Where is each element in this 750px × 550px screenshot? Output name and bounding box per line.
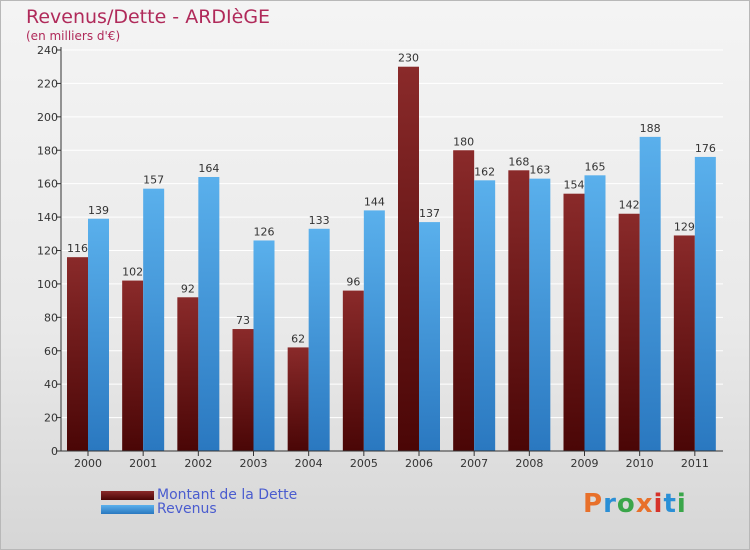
legend-item-revenus: Revenus <box>101 501 217 517</box>
bar-dette <box>673 235 695 451</box>
logo-letter: i <box>676 489 687 519</box>
y-tick-label: 140 <box>37 211 58 224</box>
bar-dette <box>287 347 309 451</box>
proxiti-logo: Proxiti <box>583 489 687 519</box>
data-label-revenus: 157 <box>143 174 164 187</box>
y-tick-label: 200 <box>37 111 58 124</box>
bar-dette <box>122 280 144 451</box>
logo-letter: t <box>663 489 677 519</box>
x-tick-label: 2000 <box>74 457 102 470</box>
data-label-revenus: 139 <box>88 204 109 217</box>
chart-subtitle: (en milliers d'€) <box>26 29 121 43</box>
data-label-revenus: 163 <box>529 164 550 177</box>
y-tick-label: 0 <box>51 445 58 458</box>
data-label-revenus: 137 <box>419 207 440 220</box>
data-label-revenus: 165 <box>585 160 606 173</box>
x-tick-label: 2003 <box>240 457 268 470</box>
bar-revenus <box>694 156 716 451</box>
data-label-revenus: 126 <box>254 225 275 238</box>
bar-dette <box>232 329 254 451</box>
bar-dette <box>398 66 419 451</box>
data-label-dette: 180 <box>453 135 474 148</box>
bar-dette <box>67 257 88 451</box>
legend-label-dette: Montant de la Dette <box>157 487 298 503</box>
bar-dette <box>563 193 585 452</box>
logo-letter: x <box>635 489 654 519</box>
bar-revenus <box>253 240 275 451</box>
data-label-dette: 129 <box>674 220 695 233</box>
bar-revenus <box>198 176 220 451</box>
bar-revenus <box>143 188 165 451</box>
x-tick-label: 2011 <box>681 457 709 470</box>
x-tick-label: 2008 <box>515 457 543 470</box>
data-label-revenus: 133 <box>309 214 330 227</box>
x-tick-label: 2002 <box>184 457 212 470</box>
data-label-dette: 230 <box>398 52 419 65</box>
x-tick-label: 2004 <box>295 457 323 470</box>
axes <box>56 47 723 456</box>
logo-letter: o <box>616 489 636 519</box>
grid-lines <box>61 49 723 452</box>
bar-revenus <box>363 210 385 451</box>
data-label-revenus: 162 <box>474 165 495 178</box>
bar-dette <box>508 170 530 452</box>
x-tick-label: 2005 <box>350 457 378 470</box>
bar-revenus <box>474 180 496 451</box>
y-tick-label: 100 <box>37 278 58 291</box>
bar-revenus <box>419 222 440 451</box>
y-tick-label: 120 <box>37 245 58 258</box>
y-tick-label: 160 <box>37 178 58 191</box>
bars <box>67 66 716 452</box>
y-tick-label: 20 <box>44 412 58 425</box>
bar-dette <box>618 213 640 451</box>
bar-revenus <box>308 228 330 451</box>
logo-letter: r <box>603 489 617 519</box>
bar-revenus <box>529 178 551 451</box>
data-label-dette: 154 <box>564 179 585 192</box>
x-tick-label: 2006 <box>405 457 433 470</box>
data-label-dette: 73 <box>236 314 250 327</box>
y-tick-label: 40 <box>44 378 58 391</box>
logo-letter: P <box>583 489 604 519</box>
y-tick-label: 80 <box>44 311 58 324</box>
y-tick-label: 220 <box>37 77 58 90</box>
labels: 0 20 40 60 80 100 120 140 160 180 200 220 240 116 139 2… <box>37 44 716 470</box>
bar-revenus <box>88 218 109 451</box>
x-tick-label: 2009 <box>571 457 599 470</box>
data-label-dette: 62 <box>291 332 305 345</box>
bar-dette <box>453 150 475 451</box>
x-tick-label: 2010 <box>626 457 654 470</box>
y-tick-label: 240 <box>37 44 58 57</box>
data-label-dette: 96 <box>346 276 360 289</box>
data-label-dette: 142 <box>619 199 640 212</box>
x-tick-label: 2001 <box>129 457 157 470</box>
bar-dette <box>342 290 364 451</box>
y-tick-label: 60 <box>44 345 58 358</box>
logo-letter: i <box>653 489 664 519</box>
data-label-revenus: 176 <box>695 142 716 155</box>
data-label-revenus: 188 <box>640 122 661 135</box>
bar-revenus <box>584 175 606 451</box>
data-label-dette: 116 <box>67 242 88 255</box>
data-label-dette: 168 <box>508 155 529 168</box>
data-label-dette: 102 <box>122 266 143 279</box>
y-tick-label: 180 <box>37 144 58 157</box>
legend-swatch-revenus <box>101 504 154 514</box>
bar-dette <box>177 297 199 451</box>
data-label-revenus: 164 <box>198 162 219 175</box>
legend-swatch-dette <box>101 490 154 500</box>
data-label-revenus: 144 <box>364 195 385 208</box>
chart-title: Revenus/Dette - ARDIèGE <box>26 6 271 28</box>
data-label-dette: 92 <box>181 282 195 295</box>
legend-label-revenus: Revenus <box>157 501 217 517</box>
legend-item-dette: Montant de la Dette <box>101 487 297 503</box>
x-tick-label: 2007 <box>460 457 488 470</box>
bar-revenus <box>639 136 661 451</box>
